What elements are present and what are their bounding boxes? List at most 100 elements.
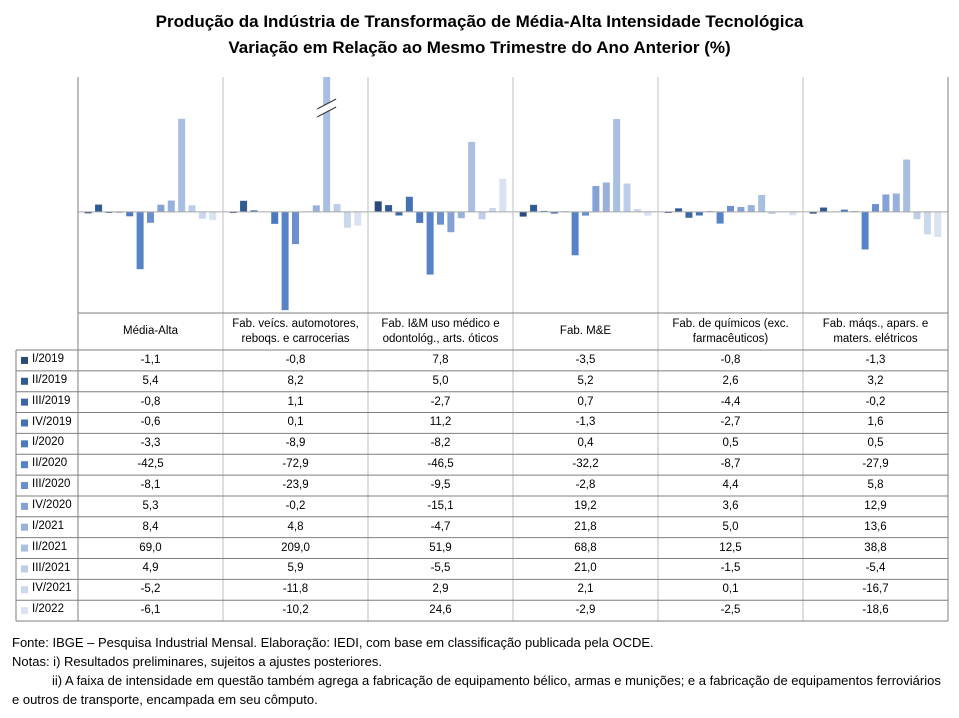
table-value: 5,9	[287, 562, 304, 575]
bar	[84, 211, 92, 214]
table-value: 13,6	[864, 520, 887, 533]
bar	[716, 211, 724, 224]
legend-swatch	[21, 398, 28, 406]
legend-swatch	[21, 356, 28, 364]
bar	[250, 210, 258, 212]
table-value: -15,1	[427, 499, 454, 512]
bar	[374, 201, 382, 212]
table-value: 0,5	[867, 437, 884, 450]
table-value: -6,1	[140, 604, 161, 617]
table-value: 4,9	[142, 562, 159, 575]
legend-swatch	[21, 544, 28, 552]
bar	[478, 211, 486, 220]
table-value: 12,9	[864, 499, 887, 512]
legend-swatch	[21, 482, 28, 490]
table-value: 8,4	[142, 520, 159, 533]
table-value: -0,6	[140, 416, 161, 429]
bar	[613, 119, 621, 212]
table-value: -5,2	[140, 583, 161, 596]
note: Notas: i) Resultados preliminares, sujei…	[12, 654, 382, 669]
bar	[633, 209, 641, 212]
table-value: 19,2	[574, 499, 597, 512]
category-label: Fab. I&M uso médico e odontológ., arts. …	[381, 317, 500, 345]
legend-swatch	[21, 440, 28, 448]
legend-label: II/2020	[32, 457, 68, 470]
axis-break	[316, 106, 337, 118]
legend-label: III/2020	[32, 478, 71, 491]
bar	[882, 194, 890, 212]
bar	[820, 207, 828, 212]
table-value: 5,0	[432, 374, 449, 387]
table-value: -1,5	[720, 562, 741, 575]
table-value: -0,8	[285, 353, 306, 366]
bar	[602, 182, 610, 212]
table-value: -2,7	[430, 395, 451, 408]
bar	[271, 211, 279, 224]
bar	[188, 205, 196, 212]
table-value: 5,4	[142, 374, 159, 387]
table-value: 11,2	[429, 416, 452, 429]
table-value: 51,9	[429, 541, 452, 554]
category-label: Média-Alta	[123, 325, 178, 337]
legend-swatch	[21, 523, 28, 531]
table-value: -2,7	[720, 416, 741, 429]
bar	[136, 211, 144, 270]
bar	[913, 211, 921, 220]
chart-subtitle: Variação em Relação ao Mesmo Trimestre d…	[228, 38, 731, 57]
table-value: -8,9	[285, 437, 306, 450]
bar	[437, 211, 444, 225]
bar	[519, 211, 527, 217]
bar	[157, 204, 165, 212]
bar	[105, 211, 113, 213]
bar	[592, 185, 600, 212]
table-value: 3,6	[722, 499, 739, 512]
legend-swatch	[21, 607, 28, 615]
category-label: Fab. máqs., apars. e maters. elétricos	[822, 317, 929, 345]
bar	[468, 141, 476, 212]
table-value: -3,3	[140, 437, 161, 450]
axis-break-gap	[319, 101, 335, 115]
table-value: -4,4	[720, 395, 741, 408]
table-value: -11,8	[282, 583, 309, 596]
plot-area	[84, 77, 942, 311]
bar	[147, 211, 154, 223]
chart-title: Produção da Indústria de Transformação d…	[155, 12, 804, 31]
bar	[281, 211, 289, 311]
bar	[768, 211, 776, 214]
bar	[758, 195, 766, 212]
table-value: 21,0	[574, 562, 597, 575]
legend-swatch	[21, 502, 28, 510]
bar	[550, 211, 558, 214]
bar	[582, 211, 589, 216]
table-value: 0,1	[287, 416, 304, 429]
table-value: 0,1	[722, 583, 739, 596]
legend-label: I/2019	[32, 353, 64, 365]
bar	[488, 207, 496, 212]
table-value: -2,9	[575, 604, 596, 617]
bar	[416, 211, 424, 223]
table-value: 0,5	[722, 437, 739, 450]
table-value: -0,2	[285, 499, 306, 512]
legend-label: I/2022	[32, 603, 64, 616]
bar	[923, 211, 931, 235]
bar	[395, 211, 403, 216]
legend-label: I/2020	[32, 436, 64, 449]
bar	[292, 211, 299, 245]
table-value: -0,8	[720, 353, 741, 366]
bar	[892, 193, 900, 212]
category-label: Fab. veícs. automotores, reboqs. e carro…	[232, 317, 359, 345]
table-value: -9,5	[430, 479, 451, 492]
bar	[167, 200, 175, 212]
table-value: 2,9	[432, 583, 449, 596]
bar	[240, 200, 248, 212]
legend-label: II/2021	[32, 540, 68, 553]
category-label: Fab. M&E	[559, 325, 612, 337]
table-value: -27,9	[862, 458, 889, 471]
table-value: 3,2	[867, 374, 884, 387]
bar	[747, 205, 755, 212]
table-value: -5,5	[430, 562, 451, 575]
bar	[126, 211, 134, 217]
legend-swatch	[21, 461, 28, 469]
table-value: 8,2	[287, 374, 304, 387]
